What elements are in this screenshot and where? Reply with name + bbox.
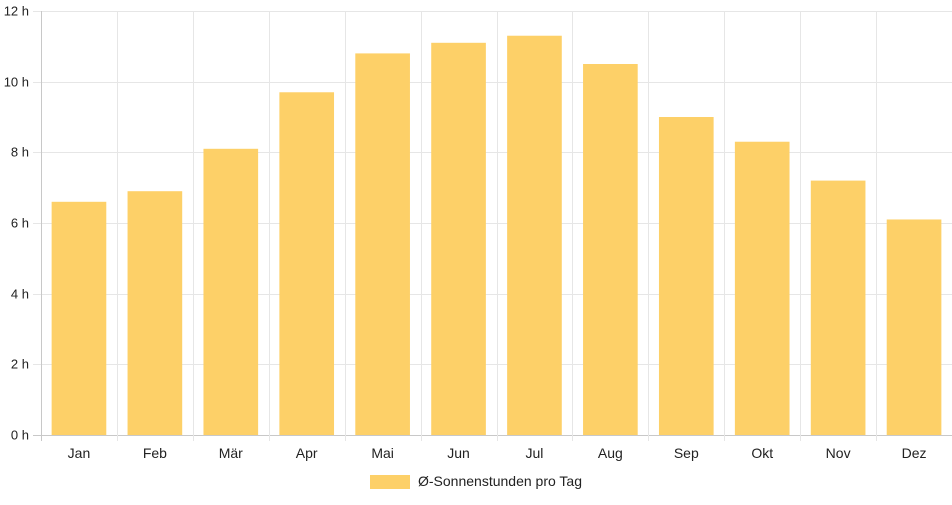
x-tick-label: Jan <box>68 445 91 461</box>
legend[interactable]: Ø-Sonnenstunden pro Tag <box>370 473 582 489</box>
x-tick-label: Sep <box>674 445 699 461</box>
x-tick-label: Jul <box>526 445 544 461</box>
bar-mai[interactable] <box>355 53 410 436</box>
grid-layer <box>33 11 952 441</box>
bar-dez[interactable] <box>886 219 942 435</box>
bar-jan[interactable] <box>51 201 107 435</box>
bar-feb[interactable] <box>127 191 183 435</box>
x-tick-label: Okt <box>751 445 773 461</box>
bar-apr[interactable] <box>279 92 335 436</box>
axis-layer: 0 h 2 h 4 h 6 h 8 h 10 h 12 h Jan Feb Mär Apr Mai Ju… <box>4 4 927 462</box>
x-tick-label: Feb <box>143 445 167 461</box>
legend-swatch[interactable] <box>370 475 410 489</box>
x-tick-label: Jun <box>447 445 470 461</box>
bar-sep[interactable] <box>658 117 714 435</box>
y-tick-label: 6 h <box>11 216 29 231</box>
bar-nov[interactable] <box>810 180 866 435</box>
bar-mär[interactable] <box>203 148 259 436</box>
bar-jul[interactable] <box>507 35 562 435</box>
x-tick-label: Dez <box>902 445 927 461</box>
x-tick-label: Mär <box>219 445 243 461</box>
y-tick-label: 4 h <box>11 287 29 302</box>
y-tick-label: 0 h <box>11 428 29 443</box>
bars-layer <box>51 35 942 436</box>
y-tick-label: 10 h <box>4 75 29 90</box>
x-tick-label: Mai <box>371 445 394 461</box>
y-tick-label: 12 h <box>4 4 29 19</box>
bar-jun[interactable] <box>431 42 486 436</box>
bar-aug[interactable] <box>583 64 638 435</box>
x-tick-label: Nov <box>826 445 851 461</box>
bar-okt[interactable] <box>734 141 790 435</box>
x-tick-label: Apr <box>296 445 318 461</box>
y-tick-label: 8 h <box>11 145 29 160</box>
x-tick-label: Aug <box>598 445 623 461</box>
y-tick-label: 2 h <box>11 357 29 372</box>
legend-label[interactable]: Ø-Sonnenstunden pro Tag <box>418 473 582 489</box>
